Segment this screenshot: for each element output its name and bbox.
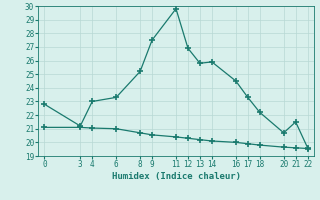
X-axis label: Humidex (Indice chaleur): Humidex (Indice chaleur) <box>111 172 241 181</box>
